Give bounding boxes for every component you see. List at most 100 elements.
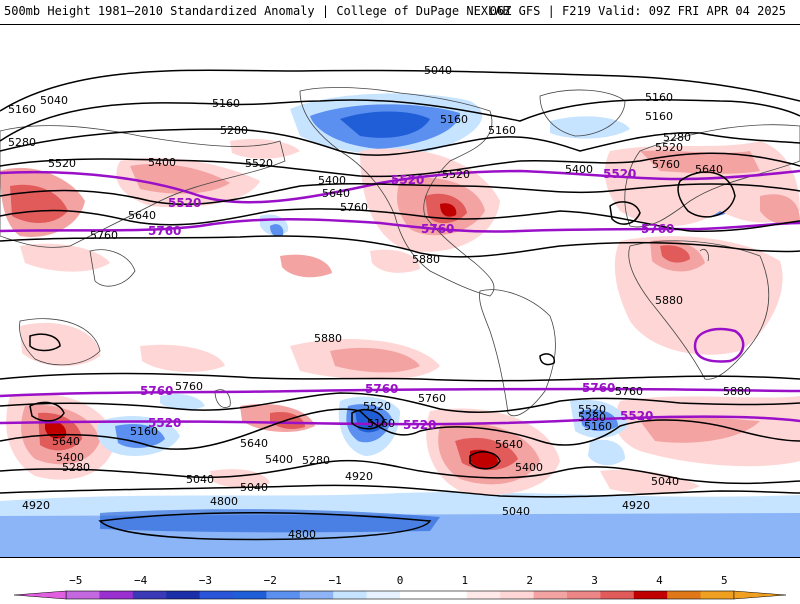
contour-label: 5880: [655, 294, 683, 307]
colorbar-segment: [667, 591, 702, 599]
contour-label: 5400: [265, 453, 293, 466]
contour-label: 5040: [651, 475, 679, 488]
colorbar-tick-label: −4: [133, 574, 148, 587]
colorbar-segment: [567, 591, 601, 599]
colorbar-segment: [500, 591, 535, 599]
contour-label: 5520: [245, 157, 273, 170]
contour-label: 5280: [62, 461, 90, 474]
contour-label: 5160: [8, 103, 36, 116]
colorbar-max-arrow: [733, 590, 787, 600]
map-panel: 5040 5160 5040 5160 5280 5520 5400 5520 …: [0, 24, 800, 558]
colorbar-tick-label: −1: [328, 574, 342, 587]
contour-label: 5280: [578, 411, 606, 424]
model-valid-time: 06Z GFS | F219 Valid: 09Z FRI APR 04 202…: [489, 4, 786, 18]
colorbar-tick-label: 1: [461, 574, 469, 587]
colorbar: [0, 558, 800, 600]
contour-label: 5040: [424, 64, 452, 77]
contour-label: 4920: [622, 499, 650, 512]
clim-contour-label: 5520: [391, 173, 424, 187]
clim-contour-label: 5760: [421, 222, 454, 236]
contour-label: 5760: [340, 201, 368, 214]
anomaly-map: 5040 5160 5040 5160 5280 5520 5400 5520 …: [0, 25, 800, 557]
contour-label: 5880: [412, 253, 440, 266]
contour-label: 5520: [578, 403, 606, 416]
colorbar-segment: [233, 591, 267, 599]
contour-label: 5160: [645, 110, 673, 123]
colorbar-segment: [400, 591, 434, 599]
contour-label: 5520: [363, 400, 391, 413]
contour-label: 5040: [40, 94, 68, 107]
colorbar-tick-label: 2: [526, 574, 534, 587]
colorbar-tick-label: −5: [69, 574, 83, 587]
colorbar-min-arrow: [13, 590, 67, 600]
clim-contour-label: 5760: [582, 381, 615, 395]
contour-label: 5280: [220, 124, 248, 137]
contour-label: 5280: [663, 131, 691, 144]
contour-label: 5160: [130, 425, 158, 438]
colorbar-tick-label: −3: [198, 574, 213, 587]
colorbar-segment: [166, 591, 201, 599]
anomaly-shading: [0, 93, 800, 557]
contour-label: 5760: [615, 385, 643, 398]
contour-label: 5160: [367, 417, 395, 430]
colorbar-segment: [600, 591, 635, 599]
contour-label: 5520: [48, 157, 76, 170]
clim-contour-label: 5760: [641, 222, 674, 236]
colorbar-tick-label: 4: [656, 574, 663, 587]
clim-contour-label: 5760: [148, 224, 181, 238]
contour-label: 5880: [314, 332, 342, 345]
contour-label: 5400: [56, 451, 84, 464]
colorbar-tick-label: 5: [720, 574, 728, 587]
colorbar-graphic: [13, 590, 787, 600]
colorbar-segment: [299, 591, 334, 599]
coastlines: [0, 87, 800, 417]
clim-contour-label: 5520: [168, 196, 201, 210]
contour-label: 5280: [8, 136, 36, 149]
colorbar-segment: [199, 591, 234, 599]
colorbar-segment: [533, 591, 568, 599]
contour-label: 5520: [655, 141, 683, 154]
contour-label: 5160: [645, 91, 673, 104]
clim-contour-label: 5760: [365, 382, 398, 396]
contour-label: 5640: [52, 435, 80, 448]
contour-label: 5040: [240, 481, 268, 494]
colorbar-segment: [633, 591, 668, 599]
contour-label: 5280: [302, 454, 330, 467]
contour-label: 4920: [22, 499, 50, 512]
colorbar-segment: [66, 591, 100, 599]
colorbar-segment: [132, 591, 167, 599]
contour-label: 5880: [723, 385, 751, 398]
clim-contour-label: 5520: [620, 409, 653, 423]
clim-contour-label: 5520: [148, 416, 181, 430]
height-contours: [0, 69, 800, 541]
colorbar-segment: [366, 591, 401, 599]
colorbar-segment: [99, 591, 134, 599]
contour-label: 5160: [584, 420, 612, 433]
clim-contour-label: 5760: [140, 384, 173, 398]
contour-label: 4800: [288, 528, 316, 541]
colorbar-tick-label: 3: [591, 574, 598, 587]
contour-label: 4920: [345, 470, 373, 483]
contour-label: 5760: [418, 392, 446, 405]
height-contour-labels: 5040 5160 5040 5160 5280 5520 5400 5520 …: [8, 64, 751, 541]
contour-label: 5640: [322, 187, 350, 200]
contour-label: 5760: [90, 229, 118, 242]
colorbar-segment: [466, 591, 501, 599]
colorbar-segment: [700, 591, 735, 599]
contour-label: 5760: [652, 158, 680, 171]
contour-label: 5040: [186, 473, 214, 486]
colorbar-tick-label: −2: [263, 574, 277, 587]
climatology-contour-labels: 5520 5520 5520 5760 5760 5760 5760 5760 …: [140, 167, 674, 432]
colorbar-segment: [433, 591, 468, 599]
colorbar-tick-label: 0: [396, 574, 404, 587]
contour-label: 5640: [695, 163, 723, 176]
contour-label: 5400: [318, 174, 346, 187]
contour-label: 5160: [212, 97, 240, 110]
contour-label: 5160: [440, 113, 468, 126]
contour-label: 5640: [128, 209, 156, 222]
contour-label: 5400: [565, 163, 593, 176]
climatology-contours: [0, 169, 800, 426]
colorbar-segment: [333, 591, 368, 599]
contour-label: 5160: [488, 124, 516, 137]
clim-contour-label: 5520: [403, 418, 436, 432]
